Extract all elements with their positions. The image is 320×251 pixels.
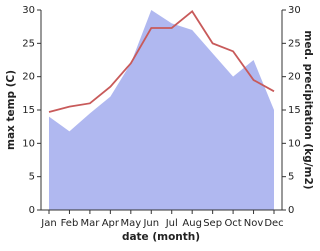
x-tick-label: Feb xyxy=(61,218,79,229)
y2-tick-label: 5 xyxy=(288,172,294,183)
y-tick-label: 0 xyxy=(29,205,35,216)
x-tick-label: Sep xyxy=(203,218,222,229)
x-tick-label: Jul xyxy=(165,218,178,229)
x-tick-label: Nov xyxy=(244,218,264,229)
y2-tick-label: 30 xyxy=(288,5,301,16)
y-tick-label: 20 xyxy=(22,72,35,83)
x-tick-label: Oct xyxy=(224,218,241,229)
y2-tick-label: 15 xyxy=(288,105,301,116)
y-tick-label: 15 xyxy=(22,105,35,116)
x-tick-label: Jun xyxy=(142,218,159,229)
temperature-line xyxy=(48,9,275,113)
x-axis-label: date (month) xyxy=(122,231,200,243)
chart: date (month) max temp (C) med. precipita… xyxy=(5,5,314,243)
y2-tick-label: 20 xyxy=(288,72,301,83)
precipitation-area xyxy=(49,10,274,210)
y2-tick-label: 0 xyxy=(288,205,294,216)
x-tick-label: Dec xyxy=(264,218,283,229)
y-tick-label: 10 xyxy=(22,138,35,149)
y-axis-label: max temp (C) xyxy=(5,70,17,150)
y2-tick-label: 10 xyxy=(288,138,301,149)
x-tick-label: Apr xyxy=(102,218,120,229)
y-tick-label: 30 xyxy=(22,5,35,16)
x-tick-label: Jan xyxy=(40,218,56,229)
y2-tick-label: 25 xyxy=(288,38,301,49)
y-tick-label: 5 xyxy=(29,172,35,183)
x-tick-label: Aug xyxy=(182,218,202,229)
y2-axis-label: med. precipitation (kg/m2) xyxy=(302,30,314,189)
x-tick-label: Mar xyxy=(80,218,100,229)
y-tick-label: 25 xyxy=(22,38,35,49)
x-tick-label: May xyxy=(120,218,141,229)
